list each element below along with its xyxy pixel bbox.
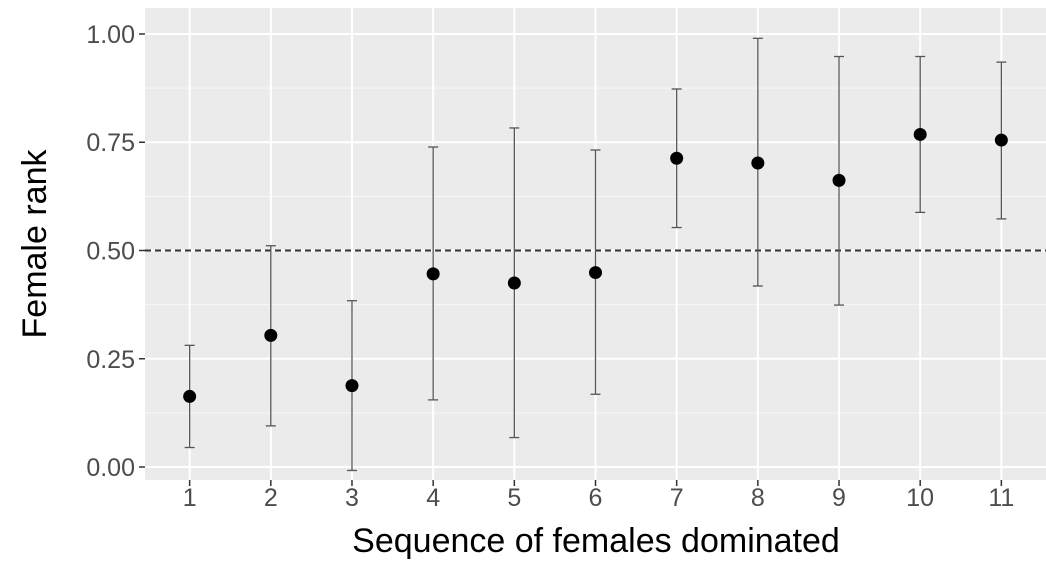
x-tick-label: 6 <box>589 484 603 512</box>
x-tick-label: 10 <box>906 484 934 512</box>
x-tick-label: 2 <box>264 484 278 512</box>
data-point <box>913 127 927 141</box>
x-axis-ticks: 1 2 3 4 5 6 7 8 9 10 11 <box>183 480 1014 512</box>
x-tick-label: 7 <box>670 484 684 512</box>
x-tick-label: 5 <box>507 484 521 512</box>
x-tick-label: 3 <box>345 484 359 512</box>
y-tick-label: 0.50 <box>86 237 135 265</box>
x-tick-label: 8 <box>751 484 765 512</box>
data-point <box>345 379 359 393</box>
data-point <box>589 266 602 280</box>
y-tick-label: 0.75 <box>86 129 135 157</box>
x-tick-label: 1 <box>183 484 197 512</box>
data-point <box>832 173 846 187</box>
data-point <box>507 276 521 290</box>
data-point <box>264 328 278 342</box>
y-axis-ticks: 0.00 0.25 0.50 0.75 1.00 <box>86 21 145 482</box>
data-point <box>183 389 197 403</box>
x-tick-label: 4 <box>426 484 440 512</box>
data-points <box>183 127 1008 403</box>
data-point <box>426 267 440 281</box>
data-point <box>670 151 684 165</box>
y-tick-label: 0.00 <box>86 454 135 482</box>
y-axis-title: Female rank <box>16 149 54 339</box>
x-axis-title: Sequence of females dominated <box>352 522 840 560</box>
data-point <box>751 156 765 170</box>
x-tick-label: 9 <box>832 484 846 512</box>
x-tick-label: 11 <box>988 484 1014 512</box>
data-point <box>994 133 1008 147</box>
y-tick-label: 0.25 <box>86 346 135 374</box>
y-tick-label: 1.00 <box>86 21 135 49</box>
